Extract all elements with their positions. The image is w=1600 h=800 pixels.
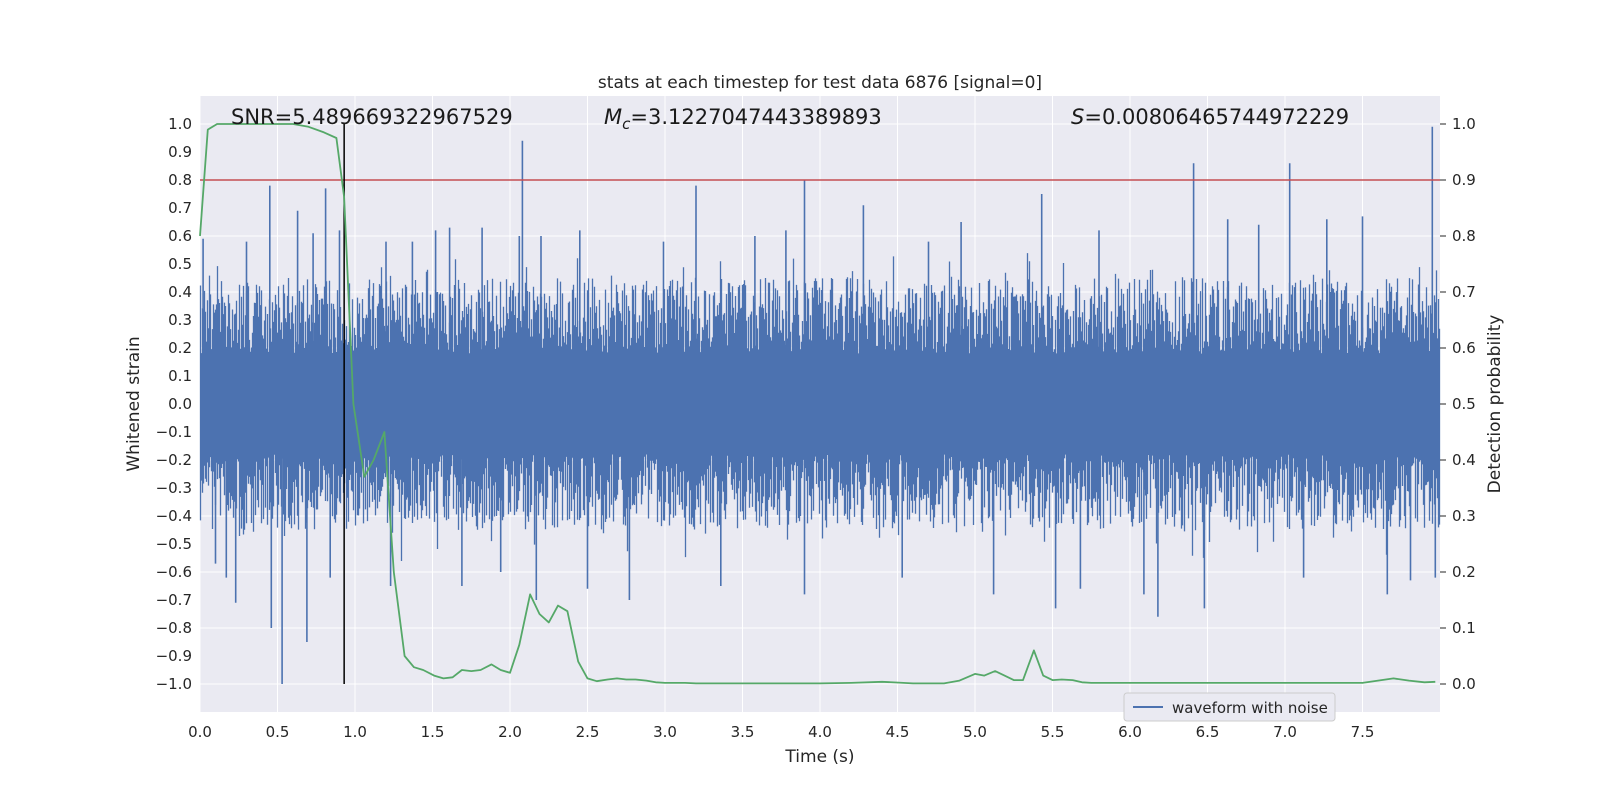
y-tick-label: 0.7 — [168, 199, 192, 217]
y2-tick-label: 0.1 — [1452, 619, 1476, 637]
annotation-chirp-mass-value: =3.1227047443389893 — [630, 105, 881, 129]
x-tick-label: 5.5 — [1041, 723, 1065, 741]
y2-tick-label: 0.6 — [1452, 339, 1476, 357]
y-tick-label: −0.5 — [156, 535, 192, 553]
annotation-chirp-mass: Mc=3.1227047443389893 — [604, 105, 882, 133]
y2-tick-label: 0.7 — [1452, 283, 1476, 301]
probability-line — [199, 123, 1436, 685]
annotation-s: S=0.00806465744972229 — [1071, 105, 1349, 129]
y-tick-label: −0.6 — [156, 563, 192, 581]
waveform-layer — [199, 126, 1441, 684]
y-tick-label: 0.1 — [168, 367, 192, 385]
y2-tick-label: 0.9 — [1452, 171, 1476, 189]
y2-tick-label: 0.2 — [1452, 563, 1476, 581]
y-tick-label: 0.9 — [168, 143, 192, 161]
x-tick-label: 3.0 — [653, 723, 677, 741]
prob-layer — [199, 123, 1436, 685]
x-tick-label: 4.5 — [886, 723, 910, 741]
annotation-snr: SNR=5.489669322967529 — [231, 105, 513, 129]
y2-tick-label: 0.5 — [1452, 395, 1476, 413]
x-tick-label: 2.0 — [498, 723, 522, 741]
annotation-s-symbol: S — [1071, 105, 1084, 129]
y2-tick-label: 1.0 — [1452, 115, 1476, 133]
annotation-chirp-mass-subscript: c — [622, 115, 631, 133]
y-tick-label: 0.3 — [168, 311, 192, 329]
waveform-noise-band — [199, 253, 1441, 561]
annotation-s-value: =0.00806465744972229 — [1084, 105, 1349, 129]
x-tick-label: 7.5 — [1351, 723, 1375, 741]
y-tick-label: −0.9 — [156, 647, 192, 665]
x-tick-label: 1.0 — [343, 723, 367, 741]
y-tick-label: 1.0 — [168, 115, 192, 133]
legend-box — [1123, 692, 1336, 722]
x-tick-label: 5.0 — [963, 723, 987, 741]
x-tick-label: 7.0 — [1273, 723, 1297, 741]
x-tick-label: 0.0 — [188, 723, 212, 741]
y-tick-label: 0.4 — [168, 283, 192, 301]
y-tick-label: −1.0 — [156, 675, 192, 693]
y-tick-label: −0.8 — [156, 619, 192, 637]
x-axis-label: Time (s) — [784, 747, 854, 767]
x-tick-label: 0.5 — [266, 723, 290, 741]
y-tick-label: −0.2 — [156, 451, 192, 469]
legend-waveform-label: waveform with noise — [1172, 699, 1328, 717]
tick-layer: 0.0 0.5 1.0 1.5 2.0 2.5 3.0 3.5 4.0 4.5 5.0 5.5 6.0 6… — [156, 115, 1476, 741]
y-tick-label: 0.5 — [168, 255, 192, 273]
x-tick-label: 6.5 — [1196, 723, 1220, 741]
y-tick-label: 0.2 — [168, 339, 192, 357]
legend: waveform with noise — [1123, 692, 1336, 722]
y-tick-label: −0.3 — [156, 479, 192, 497]
y-tick-label: −0.4 — [156, 507, 192, 525]
x-tick-label: 3.5 — [731, 723, 755, 741]
x-tick-label: 2.5 — [576, 723, 600, 741]
y-tick-label: −0.1 — [156, 423, 192, 441]
x-tick-label: 1.5 — [421, 723, 445, 741]
chart-title: stats at each timestep for test data 687… — [598, 73, 1042, 93]
y2-axis-label: Detection probability — [1485, 315, 1505, 494]
y-tick-label: 0.0 — [168, 395, 192, 413]
y2-tick-label: 0.8 — [1452, 227, 1476, 245]
y2-tick-label: 0.3 — [1452, 507, 1476, 525]
x-tick-label: 4.0 — [808, 723, 832, 741]
y-tick-label: 0.8 — [168, 171, 192, 189]
annotation-chirp-mass-symbol: M — [604, 105, 622, 129]
y-tick-label: −0.7 — [156, 591, 192, 609]
y2-tick-label: 0.0 — [1452, 675, 1476, 693]
x-tick-label: 6.0 — [1118, 723, 1142, 741]
y-tick-label: 0.6 — [168, 227, 192, 245]
y-axis-label: Whitened strain — [124, 336, 144, 471]
y2-tick-label: 0.4 — [1452, 451, 1476, 469]
